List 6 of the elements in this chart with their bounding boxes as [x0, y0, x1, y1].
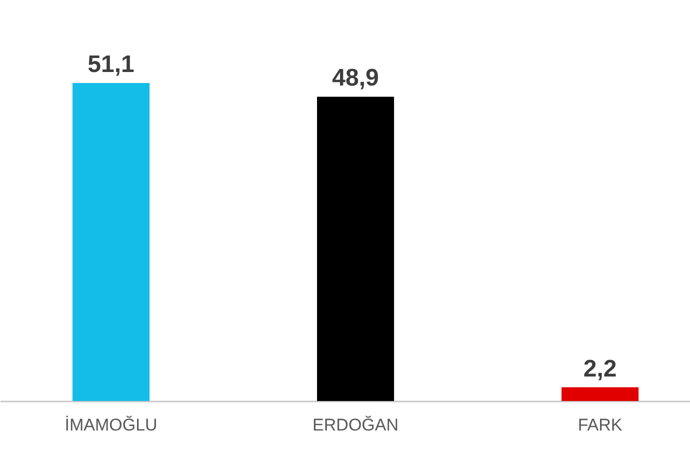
data-label: 51,1 [88, 51, 134, 78]
data-label: 2,2 [583, 355, 617, 382]
x-tick-label: ERDOĞAN [312, 416, 399, 434]
x-tick-label: FARK [578, 416, 623, 434]
x-tick-label: İMAMOĞLU [64, 416, 158, 434]
data-label: 48,9 [332, 64, 379, 92]
